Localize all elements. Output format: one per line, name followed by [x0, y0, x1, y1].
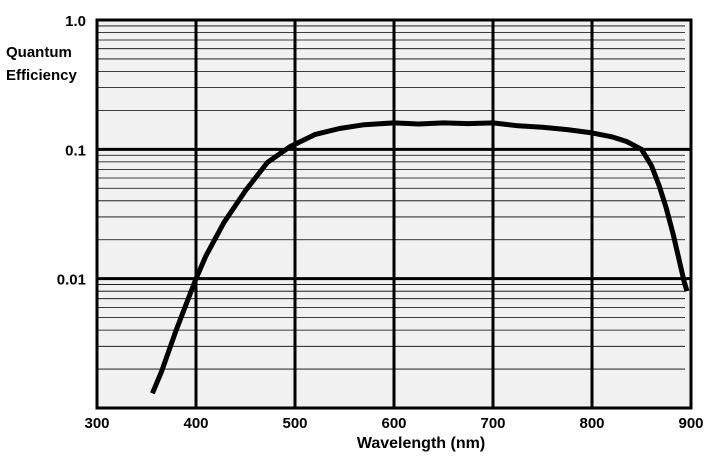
x-tick-label: 300	[84, 415, 109, 432]
x-tick-label: 900	[678, 415, 703, 432]
x-tick-labels: 300 400 500 600 700 800 900	[84, 415, 703, 432]
x-tick-label: 700	[480, 415, 505, 432]
x-axis-label: Wavelength (nm)	[357, 435, 485, 452]
y-axis-label-line-1: Quantum	[6, 44, 72, 61]
plot-border	[95, 18, 693, 410]
x-tick-label: 400	[183, 415, 208, 432]
x-tick-label: 600	[381, 415, 406, 432]
x-tick-label: 500	[282, 415, 307, 432]
y-axis-label-line-2: Efficiency	[6, 67, 78, 84]
series-layer	[150, 120, 690, 395]
y-tick-label: 1.0	[65, 13, 86, 30]
y-tick-label: 0.01	[57, 272, 86, 289]
quantum-efficiency-line	[150, 120, 690, 395]
y-tick-labels: 0.01 0.1 1.0	[57, 13, 86, 289]
x-tick-label: 800	[579, 415, 604, 432]
y-tick-label: 0.1	[65, 142, 86, 159]
